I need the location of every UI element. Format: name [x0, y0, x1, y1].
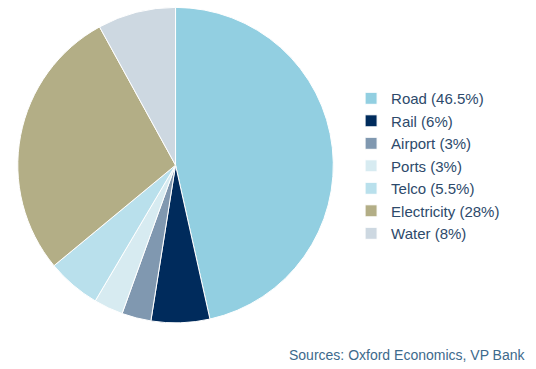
svg-text:Rail (6%): Rail (6%)	[391, 113, 453, 130]
svg-text:Electricity (28%): Electricity (28%)	[391, 203, 499, 220]
svg-text:Water (8%): Water (8%)	[391, 225, 466, 242]
svg-text:Telco (5.5%): Telco (5.5%)	[391, 180, 474, 197]
svg-text:Ports (3%): Ports (3%)	[391, 158, 462, 175]
svg-text:Airport (3%): Airport (3%)	[391, 135, 471, 152]
svg-text:Sources: Oxford Economics, VP: Sources: Oxford Economics, VP Bank	[289, 347, 526, 363]
svg-text:Road (46.5%): Road (46.5%)	[391, 90, 484, 107]
